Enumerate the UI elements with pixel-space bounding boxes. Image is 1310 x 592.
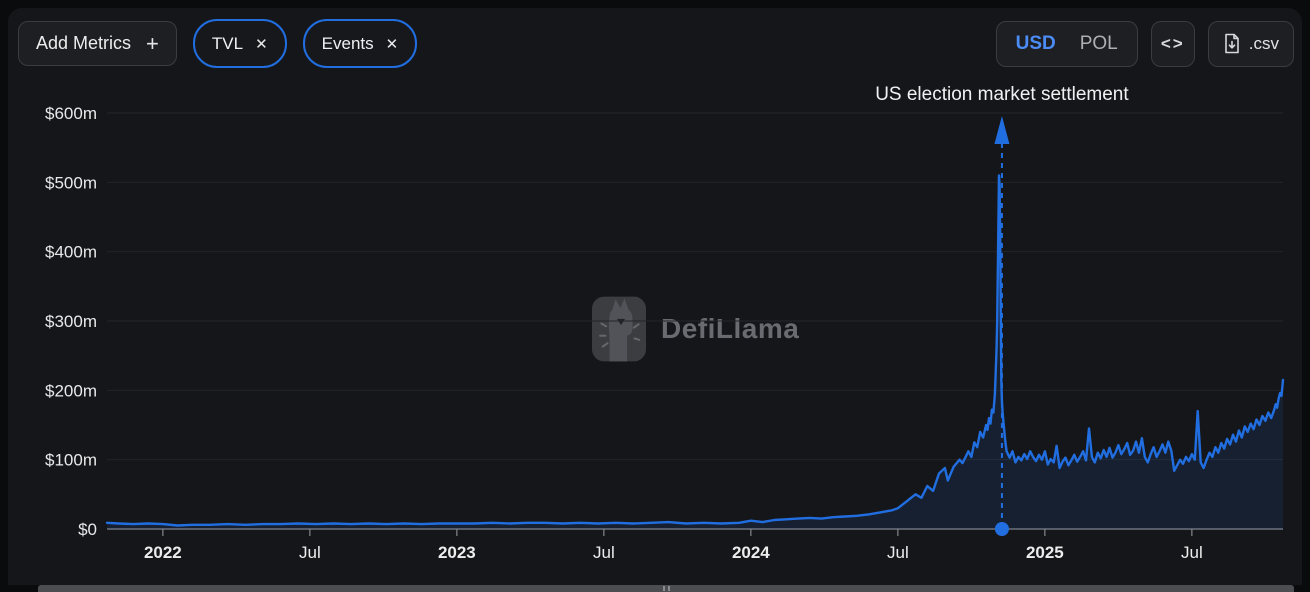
metric-pill-events[interactable]: Events ✕ xyxy=(302,19,418,68)
scrollbar-handle-icon[interactable] xyxy=(658,586,674,591)
tvl-area-fill xyxy=(107,175,1283,529)
close-icon[interactable]: ✕ xyxy=(255,35,268,53)
horizontal-scrollbar[interactable] xyxy=(38,585,1294,592)
y-axis-tick-label: $600m xyxy=(45,104,97,123)
currency-option-usd[interactable]: USD xyxy=(1015,32,1056,54)
x-axis-tick-label: 2025 xyxy=(1026,543,1064,562)
metric-pill-tvl[interactable]: TVL ✕ xyxy=(192,19,287,68)
event-annotation-label: US election market settlement xyxy=(875,84,1129,105)
y-axis-tick-label: $400m xyxy=(45,243,97,262)
y-axis-tick-label: $300m xyxy=(45,312,97,331)
csv-button-label: .csv xyxy=(1248,33,1279,53)
add-metrics-button[interactable]: Add Metrics + xyxy=(18,21,177,66)
download-file-icon xyxy=(1223,33,1241,54)
x-axis-tick-label: Jul xyxy=(887,543,909,562)
download-csv-button[interactable]: .csv xyxy=(1207,20,1294,67)
plus-icon: + xyxy=(146,30,159,56)
close-icon[interactable]: ✕ xyxy=(385,35,399,53)
embed-code-button[interactable]: <> xyxy=(1150,20,1195,67)
metric-pill-label: TVL xyxy=(211,33,244,53)
y-axis-tick-label: $100m xyxy=(45,451,97,470)
defillama-llama-icon xyxy=(592,296,646,362)
x-axis-tick-label: Jul xyxy=(299,543,321,562)
x-axis-tick-label: 2023 xyxy=(438,543,476,562)
tvl-line-series[interactable] xyxy=(105,174,1285,527)
chart-panel xyxy=(8,8,1302,585)
x-axis-tick-label: 2024 xyxy=(732,543,770,562)
event-marker-dot[interactable] xyxy=(994,522,1009,536)
x-axis-tick-label: Jul xyxy=(1181,543,1203,562)
defillama-watermark: DefiLlama xyxy=(592,296,799,362)
metric-pill-label: Events xyxy=(321,33,374,53)
x-axis-tick-label: Jul xyxy=(593,543,615,562)
y-axis-tick-label: $200m xyxy=(45,381,97,400)
y-axis-tick-label: $500m xyxy=(45,173,97,192)
code-brackets-icon: <> xyxy=(1160,33,1185,53)
add-metrics-label: Add Metrics xyxy=(36,33,132,53)
event-arrow-icon xyxy=(994,116,1010,144)
toolbar-right-group: USD POL <> .csv xyxy=(995,20,1294,67)
currency-toggle: USD POL xyxy=(995,20,1138,67)
currency-option-pol[interactable]: POL xyxy=(1079,32,1118,54)
x-axis-tick-label: 2022 xyxy=(144,543,182,562)
chart-toolbar: Add Metrics + TVL ✕ Events ✕ USD POL <> xyxy=(8,8,1302,70)
y-axis-tick-label: $0 xyxy=(78,520,97,539)
defillama-wordmark: DefiLlama xyxy=(661,313,800,344)
